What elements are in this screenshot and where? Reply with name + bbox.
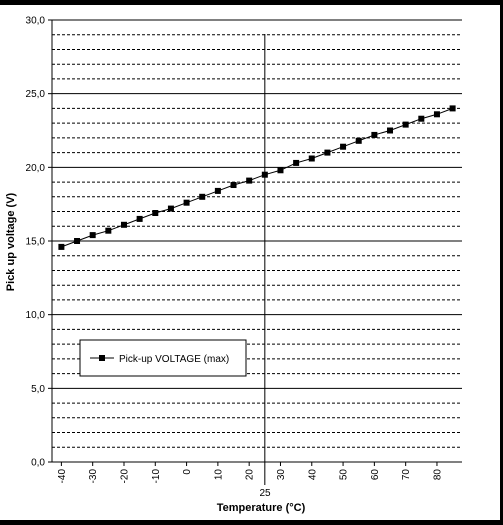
x-tick-label: 10 xyxy=(213,469,224,481)
x-tick-label: 0 xyxy=(182,469,193,475)
data-point xyxy=(433,111,440,118)
data-point xyxy=(152,210,159,217)
data-point xyxy=(261,171,268,178)
x-tick-label: 50 xyxy=(339,469,350,481)
data-point xyxy=(58,243,65,250)
data-point xyxy=(105,227,112,234)
y-tick-label: 0,0 xyxy=(31,458,45,469)
y-tick-label: 30,0 xyxy=(26,16,46,27)
data-point xyxy=(136,215,143,222)
data-point xyxy=(89,232,96,239)
marker-line-label: 25 xyxy=(259,488,271,499)
data-point xyxy=(371,131,378,138)
y-axis-title: Pick up voltage (V) xyxy=(5,192,17,291)
data-point xyxy=(230,182,237,189)
data-point xyxy=(418,115,425,122)
data-point xyxy=(387,127,394,134)
x-tick-label: -10 xyxy=(151,469,162,484)
x-tick-label: 20 xyxy=(245,469,256,481)
data-point xyxy=(355,137,362,144)
legend: Pick-up VOLTAGE (max) xyxy=(79,339,247,377)
data-point xyxy=(183,199,190,206)
x-tick-label: -40 xyxy=(57,469,68,484)
x-tick-label: 60 xyxy=(370,469,381,481)
series-group xyxy=(58,105,456,250)
data-point xyxy=(246,177,253,184)
axes xyxy=(48,19,462,466)
data-point xyxy=(308,155,315,162)
data-point xyxy=(214,187,221,194)
x-tick-label: 40 xyxy=(307,469,318,481)
data-point xyxy=(340,143,347,150)
data-point xyxy=(402,121,409,128)
y-tick-label: 5,0 xyxy=(31,384,45,395)
y-tick-label: 15,0 xyxy=(26,237,46,248)
data-point xyxy=(199,193,206,200)
y-tick-label: 20,0 xyxy=(26,163,46,174)
data-point xyxy=(120,221,127,228)
data-point xyxy=(324,149,331,156)
y-tick-label: 10,0 xyxy=(26,310,46,321)
legend-swatch-marker xyxy=(99,355,105,361)
data-point xyxy=(167,205,174,212)
data-point xyxy=(293,159,300,166)
data-point xyxy=(277,167,284,174)
x-tick-labels: -40 -30 -20 -10 0 10 20 30 40 50 60 70 80 xyxy=(57,469,444,484)
x-tick-label: 30 xyxy=(276,469,287,481)
x-tick-label: -30 xyxy=(88,469,99,484)
y-tick-labels: 0,0 5,0 10,0 15,0 20,0 25,0 30,0 xyxy=(26,16,46,469)
x-tick-label: -20 xyxy=(119,469,130,484)
x-axis-title: Temperature (°C) xyxy=(217,502,306,514)
data-point xyxy=(449,105,456,112)
x-tick-label: 70 xyxy=(401,469,412,481)
x-tick-label: 80 xyxy=(432,469,443,481)
grid xyxy=(52,19,462,448)
legend-label: Pick-up VOLTAGE (max) xyxy=(119,354,229,365)
y-tick-label: 25,0 xyxy=(26,89,46,100)
data-point xyxy=(74,238,81,244)
